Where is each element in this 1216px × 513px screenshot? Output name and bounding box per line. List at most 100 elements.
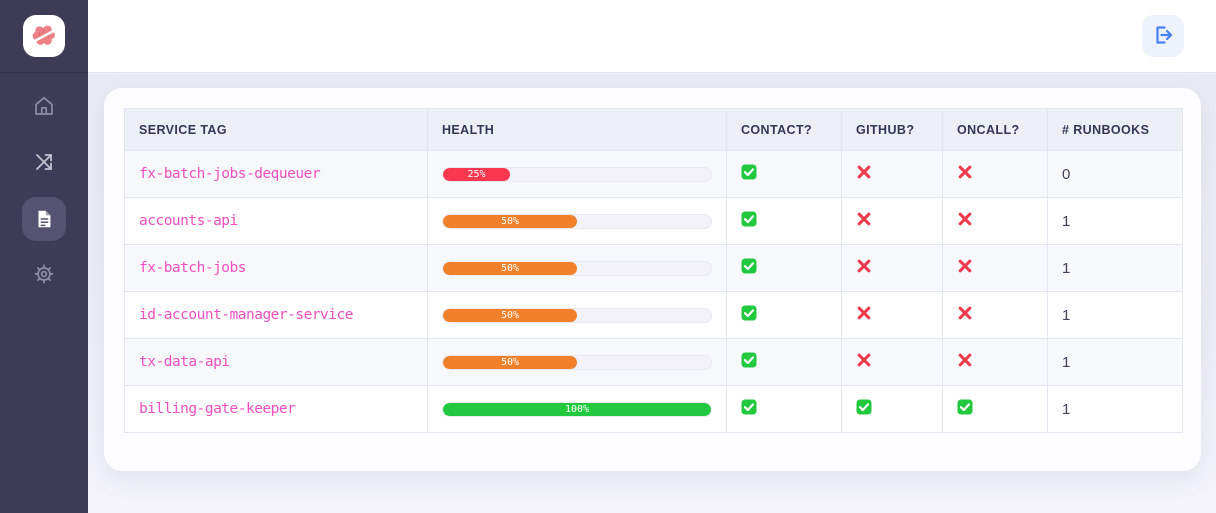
contact-cell xyxy=(726,338,842,386)
health-bar-fill: 50% xyxy=(443,261,577,275)
cross-icon xyxy=(856,164,872,185)
check-icon xyxy=(957,399,973,420)
service-tag-cell: id-account-manager-service xyxy=(124,291,428,339)
health-bar-track: 50% xyxy=(442,307,712,323)
health-bar-track: 50% xyxy=(442,260,712,276)
column-header-runbooks: # Runbooks xyxy=(1047,108,1183,151)
sidebar-item-runbooks[interactable] xyxy=(22,197,66,241)
runbooks-cell: 1 xyxy=(1047,197,1183,245)
shuffle-icon xyxy=(32,150,56,174)
logout-button[interactable] xyxy=(1142,15,1184,57)
table-body: fx-batch-jobs-dequeuer 25% 0 xyxy=(124,150,1183,433)
contact-cell xyxy=(726,150,842,198)
health-cell: 50% xyxy=(427,197,727,245)
table-row: tx-data-api 50% 1 xyxy=(124,338,1183,386)
github-cell xyxy=(841,197,943,245)
table-row: billing-gate-keeper 100% 1 xyxy=(124,385,1183,433)
column-header-github: GitHub? xyxy=(841,108,943,151)
check-icon xyxy=(741,164,757,185)
check-icon xyxy=(741,399,757,420)
health-bar-fill: 50% xyxy=(443,308,577,322)
cross-icon xyxy=(957,164,973,185)
health-percent-label: 50% xyxy=(500,262,520,274)
cross-icon xyxy=(856,211,872,232)
runbooks-cell: 0 xyxy=(1047,150,1183,198)
service-tag-cell: tx-data-api xyxy=(124,338,428,386)
health-cell: 50% xyxy=(427,291,727,339)
github-cell xyxy=(841,385,943,433)
oncall-cell xyxy=(942,338,1048,386)
cross-icon xyxy=(856,352,872,373)
cross-icon xyxy=(957,211,973,232)
sidebar-item-home[interactable] xyxy=(22,94,66,118)
service-tag[interactable]: fx-batch-jobs xyxy=(139,260,247,276)
health-bar-fill: 50% xyxy=(443,355,577,369)
runbooks-cell: 1 xyxy=(1047,244,1183,292)
service-tag-cell: billing-gate-keeper xyxy=(124,385,428,433)
column-header-service-tag: Service Tag xyxy=(124,108,428,151)
check-icon xyxy=(741,211,757,232)
check-icon xyxy=(741,352,757,373)
document-icon xyxy=(33,208,55,230)
contact-cell xyxy=(726,244,842,292)
oncall-cell xyxy=(942,291,1048,339)
service-tag-cell: accounts-api xyxy=(124,197,428,245)
cross-icon xyxy=(957,352,973,373)
cross-icon xyxy=(856,258,872,279)
github-cell xyxy=(841,244,943,292)
sidebar-nav xyxy=(22,73,66,286)
health-bar-track: 25% xyxy=(442,166,712,182)
service-tag[interactable]: tx-data-api xyxy=(139,354,230,370)
health-bar-fill: 50% xyxy=(443,214,577,228)
services-card: Service Tag Health Contact? GitHub? Onca… xyxy=(104,88,1201,471)
column-header-health: Health xyxy=(427,108,727,151)
health-percent-label: 25% xyxy=(467,168,486,180)
health-percent-label: 50% xyxy=(500,215,520,227)
top-header xyxy=(88,0,1216,73)
main-content: Service Tag Health Contact? GitHub? Onca… xyxy=(88,74,1216,513)
health-cell: 25% xyxy=(427,150,727,198)
service-tag[interactable]: accounts-api xyxy=(139,213,238,229)
health-percent-label: 50% xyxy=(500,309,520,321)
health-bar-fill: 25% xyxy=(443,167,510,181)
cross-icon xyxy=(957,258,973,279)
health-bar-track: 50% xyxy=(442,213,712,229)
contact-cell xyxy=(726,197,842,245)
service-tag[interactable]: billing-gate-keeper xyxy=(139,401,296,417)
sidebar-item-shuffle[interactable] xyxy=(22,150,66,174)
check-icon xyxy=(741,305,757,326)
github-cell xyxy=(841,291,943,339)
health-bar-track: 100% xyxy=(442,401,712,417)
table-row: id-account-manager-service 50% 1 xyxy=(124,291,1183,339)
runbooks-cell: 1 xyxy=(1047,291,1183,339)
column-header-contact: Contact? xyxy=(726,108,842,151)
runbooks-cell: 1 xyxy=(1047,338,1183,386)
table-row: fx-batch-jobs 50% 1 xyxy=(124,244,1183,292)
service-tag[interactable]: id-account-manager-service xyxy=(139,307,353,323)
table-header-row: Service Tag Health Contact? GitHub? Onca… xyxy=(124,108,1183,151)
gear-icon xyxy=(32,262,56,286)
service-tag[interactable]: fx-batch-jobs-dequeuer xyxy=(139,166,321,182)
oncall-cell xyxy=(942,197,1048,245)
health-bar-fill: 100% xyxy=(443,402,711,416)
health-cell: 100% xyxy=(427,385,727,433)
oncall-cell xyxy=(942,150,1048,198)
column-header-oncall: Oncall? xyxy=(942,108,1048,151)
cross-icon xyxy=(957,305,973,326)
service-tag-cell: fx-batch-jobs-dequeuer xyxy=(124,150,428,198)
contact-cell xyxy=(726,385,842,433)
oncall-cell xyxy=(942,244,1048,292)
home-icon xyxy=(32,94,56,118)
github-cell xyxy=(841,150,943,198)
logout-icon xyxy=(1151,23,1175,50)
sidebar-item-settings[interactable] xyxy=(22,262,66,286)
health-cell: 50% xyxy=(427,338,727,386)
sidebar xyxy=(0,0,88,513)
cross-icon xyxy=(856,305,872,326)
brain-icon xyxy=(23,15,65,57)
oncall-cell xyxy=(942,385,1048,433)
health-bar-track: 50% xyxy=(442,354,712,370)
logo[interactable] xyxy=(0,0,88,73)
health-percent-label: 100% xyxy=(564,403,590,415)
runbooks-cell: 1 xyxy=(1047,385,1183,433)
